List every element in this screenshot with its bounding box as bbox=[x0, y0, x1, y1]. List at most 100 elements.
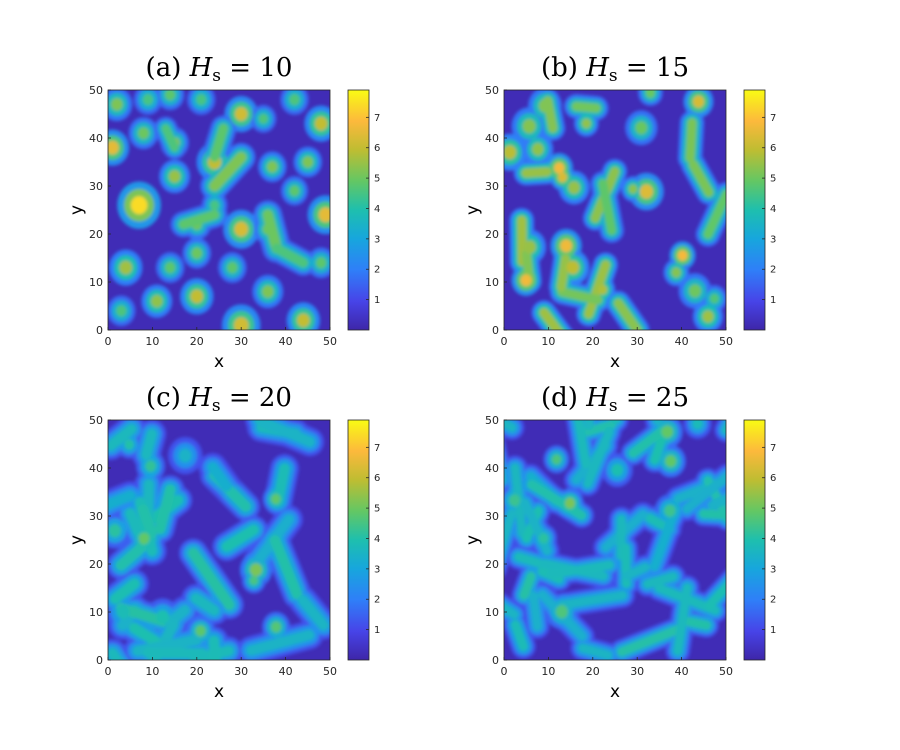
title-subscript: s bbox=[609, 66, 618, 86]
heatmap-spot bbox=[566, 260, 580, 275]
heatmap-spot bbox=[661, 425, 674, 439]
colorbar-tick-label: 1 bbox=[374, 625, 380, 636]
x-tick-label: 40 bbox=[279, 665, 293, 678]
x-axis-label: x bbox=[214, 682, 224, 702]
y-tick-label: 0 bbox=[492, 324, 499, 337]
heatmap-stripe bbox=[703, 189, 726, 239]
heatmap-stripe bbox=[714, 420, 726, 443]
heatmap-spot bbox=[297, 313, 310, 328]
heatmap-stripe bbox=[245, 629, 315, 656]
x-tick-label: 40 bbox=[675, 335, 689, 348]
heatmap-stripe bbox=[678, 615, 712, 630]
x-tick-label: 10 bbox=[145, 665, 159, 678]
heatmap-spot bbox=[150, 294, 163, 308]
heatmap-spot bbox=[164, 261, 176, 274]
heatmap-stripe bbox=[628, 426, 666, 458]
heatmap-spot bbox=[302, 156, 314, 168]
heatmap-stripe bbox=[622, 562, 650, 581]
x-tick-label: 0 bbox=[501, 665, 508, 678]
heatmap-stripe bbox=[557, 287, 603, 305]
heatmap-stripe bbox=[154, 484, 176, 535]
y-tick-label: 20 bbox=[89, 228, 103, 241]
y-axis-label: y bbox=[67, 205, 87, 215]
y-tick-label: 0 bbox=[96, 324, 103, 337]
heatmap-stripe bbox=[598, 178, 617, 236]
y-tick-label: 10 bbox=[89, 276, 103, 289]
x-tick-label: 0 bbox=[105, 335, 112, 348]
colorbar bbox=[743, 89, 766, 331]
title-subscript: s bbox=[212, 66, 221, 86]
heatmap-spot bbox=[664, 504, 676, 517]
heatmap-spot bbox=[504, 145, 517, 160]
y-tick-label: 10 bbox=[89, 606, 103, 619]
heatmap-spot bbox=[130, 196, 148, 215]
y-axis-label: y bbox=[463, 205, 483, 215]
x-tick-label: 0 bbox=[105, 665, 112, 678]
y-axis-label: y bbox=[463, 535, 483, 545]
colorbar-tick-label: 1 bbox=[374, 295, 380, 306]
panel-title: (c) Hs = 20 bbox=[146, 383, 292, 416]
y-tick-label: 50 bbox=[485, 414, 499, 427]
y-tick-label: 0 bbox=[492, 654, 499, 667]
colorbar-tick-label: 5 bbox=[374, 174, 380, 185]
panel-title: (a) Hs = 10 bbox=[146, 53, 293, 86]
colorbar-tick-label: 1 bbox=[770, 625, 776, 636]
heatmap-stripe bbox=[556, 254, 571, 292]
heatmap-stripe bbox=[519, 571, 536, 600]
heatmap-spot bbox=[111, 98, 123, 111]
y-tick-label: 30 bbox=[89, 180, 103, 193]
heatmap-spot bbox=[249, 563, 263, 577]
heatmap-stripe bbox=[137, 504, 158, 539]
heatmap-spot bbox=[555, 605, 568, 619]
title-prefix: (a) bbox=[146, 53, 190, 83]
heatmap-stripe bbox=[108, 490, 136, 511]
heatmap-spot bbox=[702, 310, 714, 323]
heatmap-stripe bbox=[559, 590, 628, 610]
colorbar-tick-label: 5 bbox=[770, 174, 776, 185]
heatmap-spot bbox=[611, 463, 624, 477]
x-axis-label: x bbox=[214, 352, 224, 372]
heatmap-spot bbox=[233, 317, 249, 330]
x-tick-label: 10 bbox=[541, 335, 555, 348]
y-tick-label: 50 bbox=[485, 84, 499, 97]
heatmap-stripe bbox=[271, 243, 309, 268]
heatmap-spot bbox=[124, 439, 135, 450]
heatmap-stripe bbox=[297, 594, 329, 631]
heatmap-spot bbox=[195, 625, 206, 637]
x-tick-label: 20 bbox=[190, 665, 204, 678]
heatmap-field bbox=[504, 420, 726, 660]
heatmap-spot bbox=[531, 142, 544, 156]
heatmap-spot bbox=[677, 250, 688, 261]
heatmap-spot bbox=[560, 239, 573, 253]
heatmap-spot bbox=[557, 172, 568, 183]
colorbar-tick-label: 7 bbox=[770, 443, 776, 454]
heatmap-spot bbox=[168, 170, 181, 183]
heatmap-stripe bbox=[546, 560, 615, 579]
x-axis-label: x bbox=[610, 352, 620, 372]
x-tick-label: 20 bbox=[586, 665, 600, 678]
axes-box bbox=[107, 89, 331, 331]
colorbar-tick-label: 5 bbox=[374, 504, 380, 515]
heatmap-stripe bbox=[209, 123, 229, 163]
heatmap-stripe bbox=[254, 420, 316, 448]
heatmap-spot bbox=[266, 160, 278, 173]
y-tick-label: 10 bbox=[485, 276, 499, 289]
heatmap-stripe bbox=[161, 124, 179, 152]
x-tick-label: 10 bbox=[541, 665, 555, 678]
colorbar-tick-label: 6 bbox=[770, 143, 776, 154]
colorbar bbox=[347, 419, 370, 661]
colorbar-tick-label: 5 bbox=[770, 504, 776, 515]
heatmap-stripe bbox=[718, 420, 726, 439]
colorbar-tick-label: 1 bbox=[770, 295, 776, 306]
heatmap-spot bbox=[692, 95, 705, 108]
heatmap-stripe bbox=[699, 509, 726, 520]
heatmap-stripe bbox=[140, 428, 158, 460]
colorbar-tick-label: 3 bbox=[770, 234, 776, 245]
heatmap-spot bbox=[156, 609, 170, 624]
axes-box bbox=[503, 89, 727, 331]
heatmap-spot bbox=[145, 460, 157, 473]
heatmap-spot bbox=[226, 261, 238, 274]
colorbar-tick-label: 2 bbox=[770, 265, 776, 276]
panel-a: (a) Hs = 10 0 10 20 30 40 50 0 10 20 30 40 50 x y 1 2 3 4 5… bbox=[67, 53, 380, 372]
panel-title: (d) Hs = 25 bbox=[541, 383, 689, 416]
